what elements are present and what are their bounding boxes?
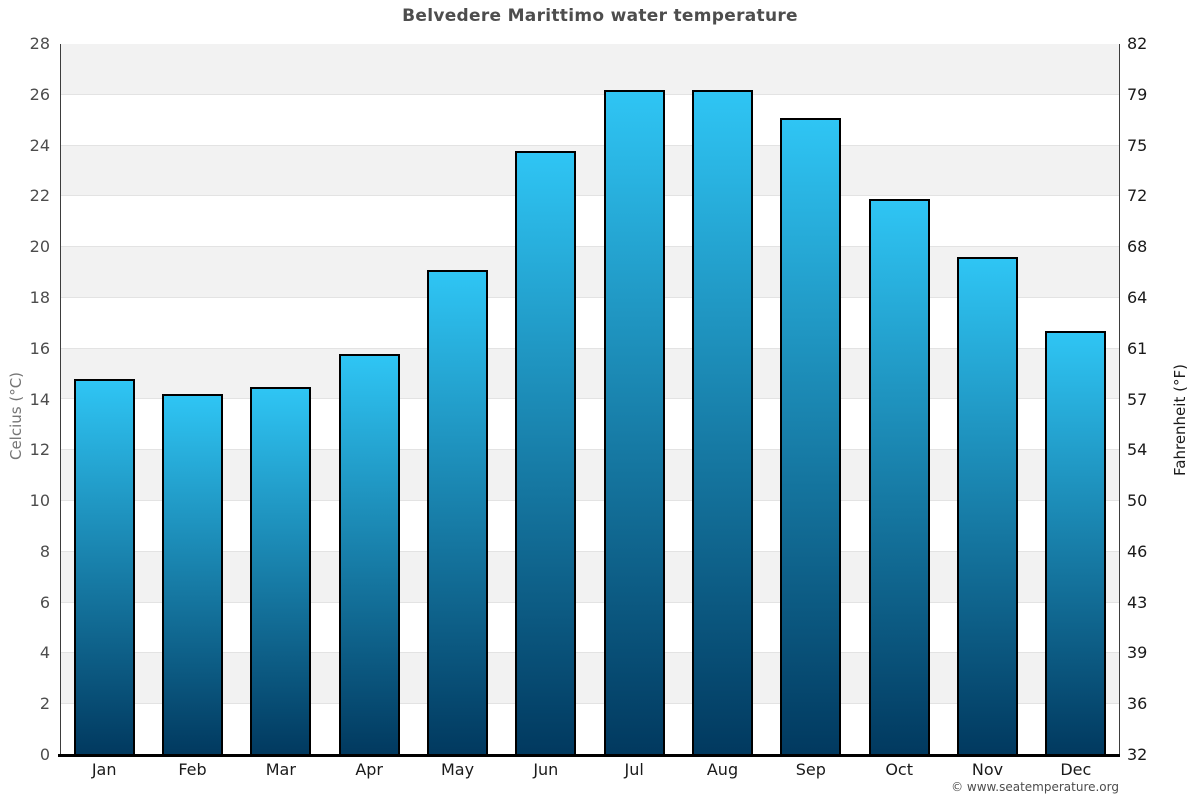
x-tick-month: Sep	[795, 760, 826, 779]
y-tick-fahrenheit: 32	[1127, 745, 1148, 764]
x-tick-month: Jan	[91, 760, 117, 779]
x-axis-line	[58, 754, 1120, 757]
bar-feb	[162, 394, 223, 755]
plot-band	[60, 196, 1120, 248]
bar-mar	[250, 386, 312, 755]
plot-band	[60, 95, 1120, 146]
bar-oct	[868, 198, 930, 755]
plot-band	[60, 400, 1120, 451]
y-tick-celsius: 2	[39, 694, 50, 714]
plot-band	[60, 653, 1120, 705]
bar-jan	[73, 379, 135, 755]
plot-band	[60, 348, 1120, 400]
plot-band	[60, 603, 1120, 654]
plot-band	[60, 501, 1120, 552]
y-tick-fahrenheit: 39	[1127, 643, 1148, 663]
plot-band	[60, 44, 1120, 95]
y-tick-fahrenheit: 75	[1127, 135, 1148, 155]
bar-apr	[338, 353, 400, 755]
bar-jul	[603, 89, 665, 755]
y-tick-fahrenheit: 68	[1127, 237, 1148, 257]
plot-band	[60, 450, 1120, 502]
y-tick-celsius: 20	[29, 237, 50, 257]
y-axis-line-left	[60, 44, 61, 755]
plot-band	[60, 145, 1120, 197]
x-tick-month: Mar	[265, 760, 296, 779]
y-tick-celsius: 24	[29, 135, 50, 155]
y-tick-celsius: 0	[39, 745, 50, 764]
x-tick-month: Dec	[1060, 760, 1092, 779]
y-axis-ticks-fahrenheit: 32 36 39 43 46 50 54 57 61 64 68 72 75 79 82	[1127, 35, 1187, 764]
x-tick-month: Nov	[971, 760, 1004, 779]
y-tick-fahrenheit: 72	[1127, 186, 1148, 206]
y-tick-fahrenheit: 46	[1127, 541, 1148, 561]
y-tick-celsius: 6	[39, 592, 50, 612]
y-tick-celsius: 8	[39, 541, 50, 561]
y-tick-celsius: 16	[29, 338, 50, 358]
plot-band	[60, 247, 1120, 298]
chart-title: Belvedere Marittimo water temperature	[402, 6, 798, 26]
y-tick-fahrenheit: 36	[1127, 694, 1148, 714]
y-tick-celsius: 10	[29, 491, 50, 511]
x-axis-ticks-months: Jan Feb Mar Apr May Jun Jul Aug Sep Oct Nov Dec	[60, 760, 1120, 782]
y-tick-celsius: 4	[39, 643, 50, 663]
plot-band	[60, 551, 1120, 603]
y-tick-celsius: 12	[29, 440, 50, 460]
x-tick-month: Feb	[178, 760, 207, 779]
y-tick-fahrenheit: 64	[1127, 287, 1148, 307]
plot-area	[58, 44, 1120, 757]
y-tick-fahrenheit: 61	[1127, 338, 1148, 358]
y-tick-celsius: 18	[29, 287, 50, 307]
y-axis-ticks-celsius: 0 2 4 6 8 10 12 14 16 18 20 22 24 26 28	[0, 35, 50, 764]
y-tick-fahrenheit: 82	[1127, 34, 1148, 53]
y-tick-celsius: 28	[29, 34, 50, 53]
x-tick-month: Aug	[706, 760, 739, 779]
bar-sep	[780, 117, 842, 755]
plot-band	[60, 298, 1120, 349]
bar-aug	[692, 89, 753, 755]
x-tick-month: Apr	[355, 760, 383, 779]
y-tick-fahrenheit: 54	[1127, 440, 1148, 460]
y-axis-line-right	[1119, 44, 1120, 755]
y-tick-fahrenheit: 43	[1127, 592, 1148, 612]
bar-jun	[515, 150, 577, 755]
y-tick-celsius: 14	[29, 389, 50, 409]
y-tick-fahrenheit: 50	[1127, 491, 1148, 511]
x-tick-month: Jul	[624, 760, 644, 779]
y-tick-celsius: 22	[29, 186, 50, 206]
x-tick-month: May	[440, 760, 475, 779]
bar-may	[427, 270, 488, 755]
copyright-text: © www.seatemperature.org	[951, 780, 1119, 794]
y-tick-fahrenheit: 57	[1127, 389, 1148, 409]
x-tick-month: Oct	[885, 760, 913, 779]
x-tick-month: Jun	[533, 760, 559, 779]
bar-nov	[957, 257, 1018, 755]
y-tick-fahrenheit: 79	[1127, 84, 1148, 104]
bar-dec	[1045, 330, 1107, 755]
y-tick-celsius: 26	[29, 84, 50, 104]
